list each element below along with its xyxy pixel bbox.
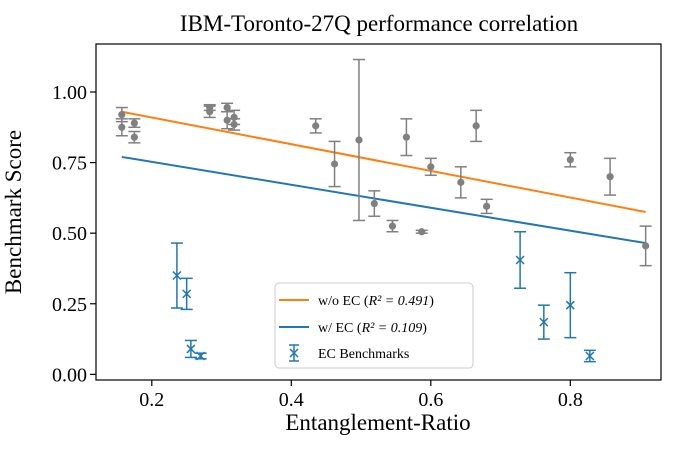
x-axis: 0.2 0.4 0.6 0.8 xyxy=(139,380,583,411)
legend-label: w/ EC (R² = 0.109) xyxy=(318,321,427,336)
y-tick-label: 0.25 xyxy=(52,294,87,316)
legend-label-text: EC Benchmarks xyxy=(318,347,409,362)
legend-label-math: R² = 0.491 xyxy=(368,294,430,309)
legend-item: w/o EC (R² = 0.491) xyxy=(279,294,434,309)
x-marker xyxy=(196,351,206,361)
y-axis: 0.00 0.25 0.50 0.75 1.00 xyxy=(52,82,96,386)
circle-marker xyxy=(330,160,339,168)
circle-marker xyxy=(230,120,238,129)
ec-point xyxy=(170,242,183,309)
legend-label-suffix: ) xyxy=(429,294,434,309)
y-tick-label: 0.50 xyxy=(52,223,87,245)
circle-marker xyxy=(402,133,411,141)
ec-point xyxy=(564,271,577,339)
benchmark-point xyxy=(115,118,128,137)
benchmark-point xyxy=(228,118,241,131)
benchmark-point xyxy=(470,109,483,143)
circle-marker xyxy=(223,103,231,112)
ec-point xyxy=(194,351,207,361)
ec-point xyxy=(180,277,193,311)
benchmark-point xyxy=(128,130,141,144)
benchmark-point xyxy=(454,166,467,199)
benchmark-point xyxy=(564,151,577,168)
ec-point xyxy=(583,349,596,363)
x-tick-label: 0.6 xyxy=(418,389,443,411)
circle-marker xyxy=(118,123,126,131)
circle-marker xyxy=(355,136,363,144)
circle-marker xyxy=(642,242,650,250)
circle-marker xyxy=(370,199,378,208)
circle-marker xyxy=(388,222,397,230)
legend-label-text: w/o EC ( xyxy=(318,294,369,309)
y-tick-label: 1.00 xyxy=(52,82,87,104)
circle-marker xyxy=(223,116,231,124)
circle-marker xyxy=(427,163,435,171)
legend-label: EC Benchmarks xyxy=(318,347,409,362)
ec-point xyxy=(537,304,550,340)
points-layer xyxy=(115,58,652,363)
x-tick-label: 0.8 xyxy=(558,389,583,411)
fit-lines xyxy=(121,110,646,245)
benchmark-point xyxy=(309,118,322,134)
fit-line xyxy=(121,110,646,213)
benchmark-point xyxy=(480,198,493,215)
legend-item: w/ EC (R² = 0.109) xyxy=(279,321,427,336)
ec-point xyxy=(184,339,197,359)
y-tick-label: 0.00 xyxy=(52,364,87,386)
benchmark-point xyxy=(328,140,341,188)
legend-items: w/o EC (R² = 0.491)w/ EC (R² = 0.109)EC … xyxy=(279,294,434,362)
legend-x-marker xyxy=(289,348,299,358)
x-marker xyxy=(186,344,196,354)
benchmark-point xyxy=(352,58,365,222)
fit-line xyxy=(121,155,646,245)
x-axis-label: Entanglement-Ratio xyxy=(285,410,470,435)
legend: w/o EC (R² = 0.491)w/ EC (R² = 0.109)EC … xyxy=(274,282,474,369)
legend-item: EC Benchmarks xyxy=(289,344,409,362)
circle-marker xyxy=(118,110,126,119)
x-marker xyxy=(182,289,192,299)
benchmark-point xyxy=(386,219,399,233)
benchmark-point xyxy=(128,118,141,129)
x-tick-label: 0.2 xyxy=(139,389,164,411)
x-marker xyxy=(585,351,595,361)
chart-title: IBM-Toronto-27Q performance correlation xyxy=(180,11,579,36)
benchmark-point xyxy=(639,225,652,267)
benchmark-point xyxy=(400,118,413,157)
legend-label-math: R² = 0.109 xyxy=(361,321,423,336)
benchmark-point xyxy=(203,105,216,119)
x-marker xyxy=(539,317,549,327)
circle-marker xyxy=(472,122,480,130)
circle-marker xyxy=(206,108,214,116)
benchmark-point xyxy=(424,157,437,177)
plot-frame xyxy=(95,43,662,381)
circle-marker xyxy=(457,178,465,186)
circle-marker xyxy=(130,133,138,141)
x-marker xyxy=(565,300,575,310)
x-tick-label: 0.4 xyxy=(279,389,304,411)
legend-label-suffix: ) xyxy=(422,321,427,336)
legend-label: w/o EC (R² = 0.491) xyxy=(318,294,434,309)
circle-marker xyxy=(130,119,138,127)
benchmark-point xyxy=(368,190,381,217)
legend-box xyxy=(274,282,474,369)
y-axis-label: Benchmark Score xyxy=(1,130,26,294)
circle-marker xyxy=(483,202,491,210)
x-marker xyxy=(515,255,525,265)
ec-point xyxy=(514,231,527,289)
circle-marker xyxy=(418,228,426,236)
y-tick-label: 0.75 xyxy=(52,153,87,175)
x-marker xyxy=(172,270,182,281)
circle-marker xyxy=(312,122,320,130)
benchmark-point xyxy=(415,228,428,236)
circle-marker xyxy=(566,156,574,164)
benchmark-point xyxy=(604,157,617,196)
legend-label-text: w/ EC ( xyxy=(318,321,362,336)
circle-marker xyxy=(606,173,614,181)
